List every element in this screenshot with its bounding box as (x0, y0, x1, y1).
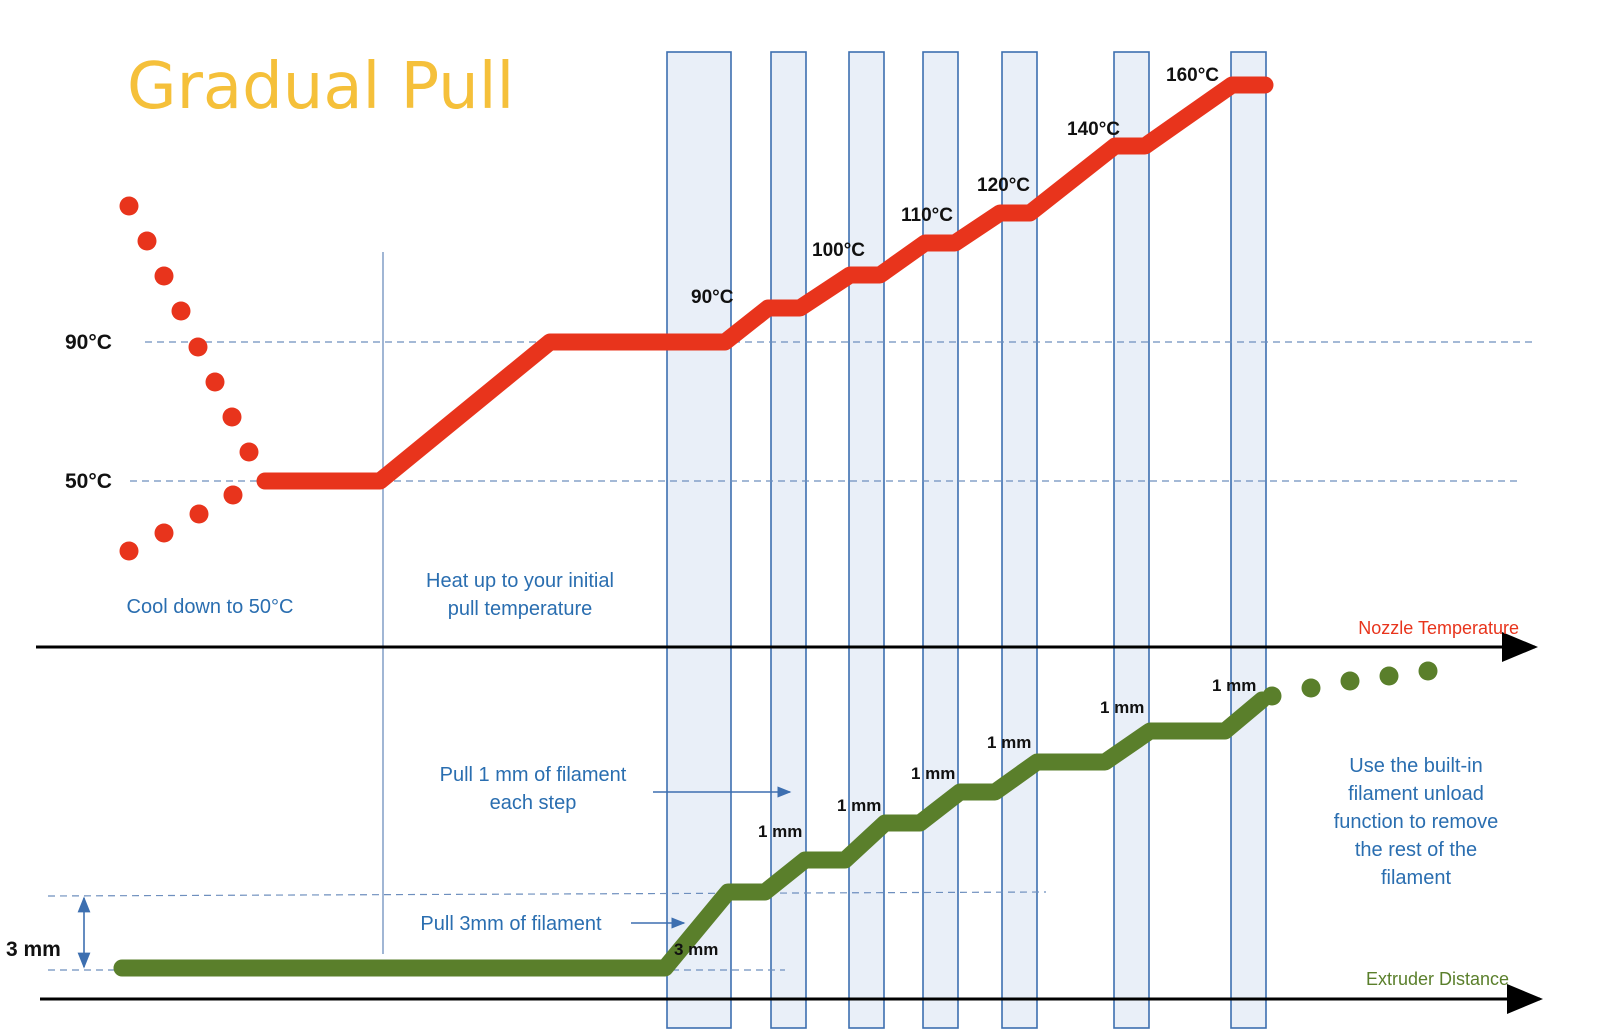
distance-label-step-4: 1 mm (987, 733, 1031, 752)
temp-label-140c: 140°C (1067, 119, 1120, 140)
step-band-5 (1001, 51, 1038, 1029)
unload-dots (1262, 661, 1438, 706)
temp-label-100c: 100°C (812, 240, 865, 261)
note-unload-line2: filament unload (1348, 783, 1484, 805)
step-band-1 (666, 51, 732, 1029)
note-heat-up-line2: pull temperature (448, 598, 593, 620)
note-unload-line1: Use the built-in (1349, 755, 1482, 777)
cooling-dots (119, 196, 259, 561)
distance-label-step-2: 1 mm (837, 796, 881, 815)
diagram-title: Gradual Pull (127, 50, 514, 124)
step-band-3 (848, 51, 885, 1029)
note-unload-line4: the rest of the (1355, 839, 1477, 861)
note-heat-up-line1: Heat up to your initial (426, 570, 614, 592)
distance-curve (113, 691, 1271, 977)
note-pull-3mm: Pull 3mm of filament (420, 913, 602, 935)
note-cool-down: Cool down to 50°C (127, 596, 294, 618)
distance-label-3mm: 3 mm (674, 940, 718, 959)
note-pull-step-line2: each step (490, 792, 577, 814)
y-label-50c: 50°C (65, 470, 112, 493)
axis-label-nozzle-temperature: Nozzle Temperature (1358, 618, 1519, 638)
note-unload-line3: function to remove (1334, 811, 1499, 833)
temperature-curve (256, 76, 1274, 490)
y-label-3mm: 3 mm (6, 938, 61, 961)
distance-label-step-1: 1 mm (758, 822, 802, 841)
note-pull-step-line1: Pull 1 mm of filament (440, 764, 627, 786)
distance-label-step-3: 1 mm (911, 764, 955, 783)
pull-step-bands (666, 51, 1267, 1029)
note-unload-line5: filament (1381, 867, 1451, 889)
axis-label-extruder-distance: Extruder Distance (1366, 969, 1509, 989)
temp-label-90c: 90°C (691, 287, 734, 308)
guide-3mm-top (47, 891, 1047, 897)
step-band-4 (922, 51, 959, 1029)
temp-label-110c: 110°C (901, 205, 953, 226)
step-band-7 (1230, 51, 1267, 1029)
step-band-6 (1113, 51, 1150, 1029)
temp-label-160c: 160°C (1166, 65, 1219, 86)
distance-label-step-5: 1 mm (1100, 698, 1144, 717)
temp-label-120c: 120°C (977, 175, 1030, 196)
distance-label-step-6: 1 mm (1212, 676, 1256, 695)
y-label-90c: 90°C (65, 331, 112, 354)
